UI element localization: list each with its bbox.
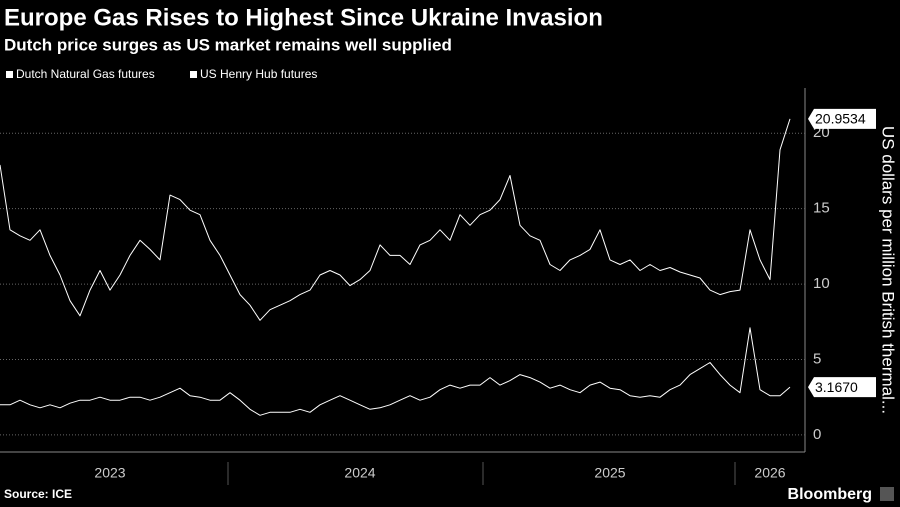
- x-tick-label: 2023: [94, 465, 125, 481]
- value-label: 3.1670: [815, 379, 858, 395]
- x-tick-label: 2024: [344, 465, 375, 481]
- legend-label: Dutch Natural Gas futures: [16, 67, 155, 81]
- series-line: [0, 118, 791, 321]
- y-tick-label: 15: [813, 200, 830, 217]
- value-label-box: [808, 108, 876, 129]
- legend-swatch: [190, 71, 197, 78]
- source: Source: ICE: [4, 487, 72, 501]
- value-label: 20.9534: [815, 111, 866, 127]
- legend-label: US Henry Hub futures: [200, 67, 317, 81]
- chart-title: Europe Gas Rises to Highest Since Ukrain…: [4, 4, 603, 31]
- y-axis-label: US dollars per million British thermal..…: [879, 126, 898, 414]
- brand: Bloomberg: [788, 486, 872, 503]
- legend-swatch: [6, 71, 13, 78]
- brand-icon: [880, 487, 894, 501]
- series-line: [0, 327, 791, 416]
- x-tick-label: 2026: [754, 465, 785, 481]
- y-tick-label: 10: [813, 275, 830, 292]
- x-tick-label: 2025: [594, 465, 625, 481]
- value-label-box: [808, 377, 876, 398]
- chart-subtitle: Dutch price surges as US market remains …: [4, 35, 452, 54]
- y-tick-label: 5: [813, 350, 821, 367]
- y-tick-label: 0: [813, 426, 821, 443]
